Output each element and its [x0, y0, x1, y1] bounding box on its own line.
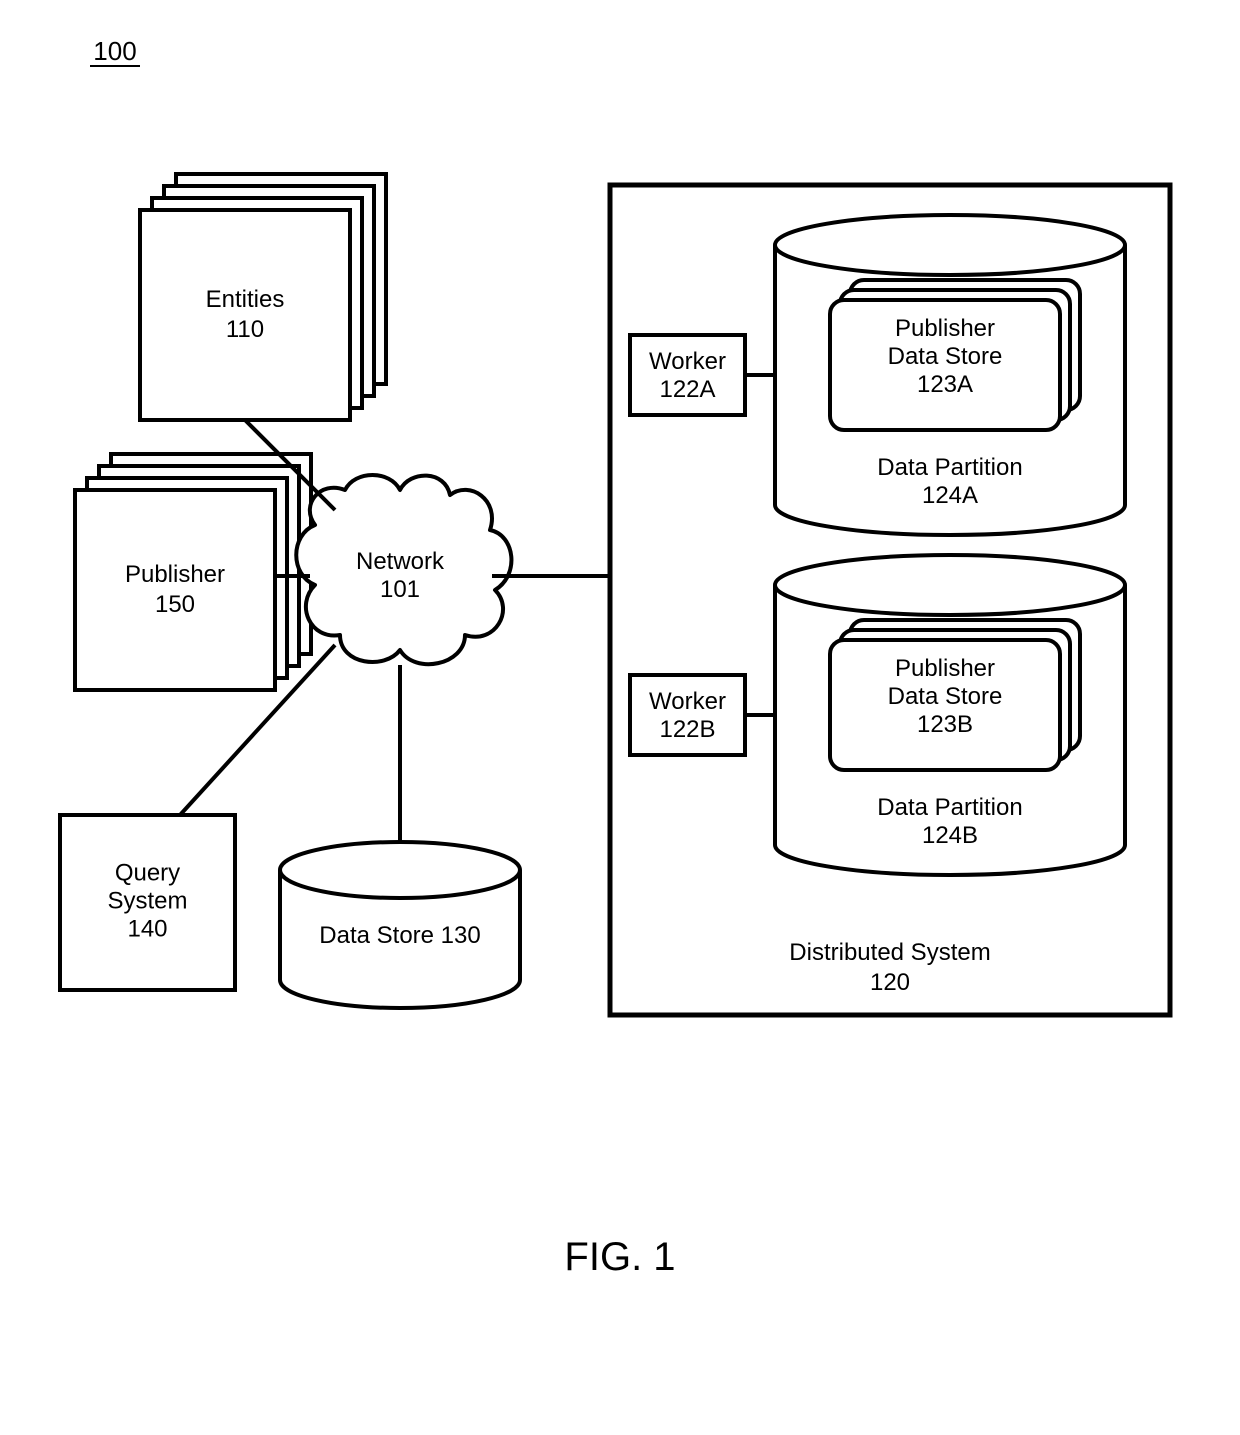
- query-label2: System: [107, 888, 187, 915]
- worker-ref-a: 122A: [659, 376, 715, 403]
- network-label: Network: [356, 548, 445, 575]
- worker-box-a: [630, 335, 745, 415]
- distributed-label: Distributed System: [789, 939, 990, 966]
- network-ref: 101: [380, 576, 420, 603]
- partition-label-a: Data Partition: [877, 454, 1022, 481]
- entities-ref: 110: [226, 316, 264, 343]
- figure-caption: FIG. 1: [564, 1235, 675, 1279]
- pds-label1-a: Publisher: [895, 315, 995, 342]
- worker-ref-b: 122B: [659, 716, 715, 743]
- distributed-ref: 120: [870, 969, 910, 996]
- query-ref: 140: [127, 916, 167, 943]
- entities-label: Entities: [206, 286, 285, 313]
- partition-ref-b: 124B: [922, 822, 978, 849]
- pds-label2-b: Data Store: [888, 683, 1003, 710]
- figure-ref-number: 100: [93, 36, 136, 66]
- worker-label-b: Worker: [649, 688, 726, 715]
- data-store-label: Data Store 130: [319, 922, 480, 949]
- pds-label2-a: Data Store: [888, 343, 1003, 370]
- pds-label1-b: Publisher: [895, 655, 995, 682]
- partition-ref-a: 124A: [922, 482, 978, 509]
- worker-box-b: [630, 675, 745, 755]
- worker-label-a: Worker: [649, 348, 726, 375]
- pds-ref-a: 123A: [917, 371, 973, 398]
- query-label1: Query: [115, 860, 180, 887]
- publisher-ref: 150: [155, 591, 195, 618]
- pds-ref-b: 123B: [917, 711, 973, 738]
- partition-label-b: Data Partition: [877, 794, 1022, 821]
- publisher-label: Publisher: [125, 561, 225, 588]
